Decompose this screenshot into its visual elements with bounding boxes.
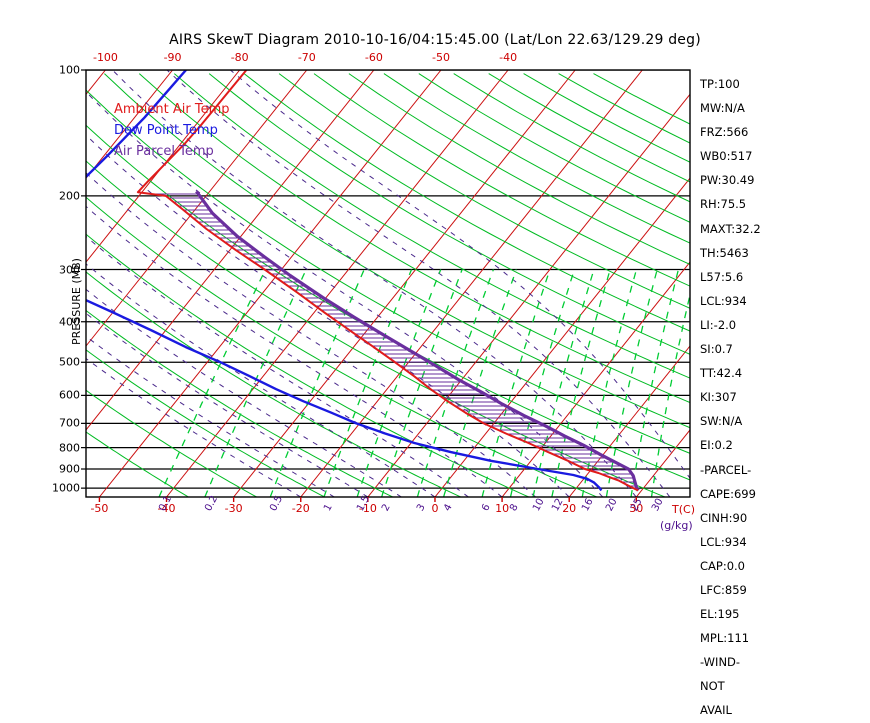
x-axis-label-mixing-ratio: (g/kg) xyxy=(660,519,693,532)
legend-air-parcel-temp: Air Parcel Temp xyxy=(114,144,214,159)
index-item: KI:307 xyxy=(700,390,737,405)
pressure-tick: 200 xyxy=(59,189,80,203)
bottom-temp-tick: -50 xyxy=(90,502,109,515)
pressure-tick: 100 xyxy=(59,63,80,77)
index-item: MAXT:32.2 xyxy=(700,221,761,236)
index-item: LFC:859 xyxy=(700,582,747,597)
bottom-temp-tick: -20 xyxy=(291,502,310,515)
index-item: AVAIL xyxy=(700,703,732,718)
index-item: LCL:934 xyxy=(700,534,747,549)
bottom-temp-tick: -10 xyxy=(358,502,377,515)
index-item: CAPE:699 xyxy=(700,486,756,501)
index-item: LCL:934 xyxy=(700,293,747,308)
x-axis-label-temperature: T(C) xyxy=(672,503,695,516)
pressure-tick: 600 xyxy=(59,388,80,402)
top-temp-tick: -90 xyxy=(163,51,182,64)
index-item: SI:0.7 xyxy=(700,342,733,357)
bottom-temp-tick: 30 xyxy=(629,502,644,515)
top-temp-tick: -70 xyxy=(297,51,316,64)
pressure-tick: 700 xyxy=(59,416,80,430)
legend-dew-point-temp: Dew Point Temp xyxy=(114,123,218,138)
index-item: WB0:517 xyxy=(700,149,753,164)
top-temp-tick: -50 xyxy=(432,51,450,64)
bottom-temp-tick: -40 xyxy=(157,502,176,515)
pressure-tick: 500 xyxy=(59,355,80,369)
top-temp-tick: -40 xyxy=(499,51,518,64)
bottom-temp-tick: 10 xyxy=(495,502,510,515)
page-title: AIRS SkewT Diagram 2010-10-16/04:15:45.0… xyxy=(169,32,701,48)
index-item: LI:-2.0 xyxy=(700,317,737,332)
index-item: RH:75.5 xyxy=(700,197,747,212)
top-temp-tick: -80 xyxy=(230,51,249,64)
legend-ambient-air-temp: Ambient Air Temp xyxy=(114,102,230,117)
index-item: CINH:90 xyxy=(700,510,748,525)
sounding-indices-panel: TP:100 MW:N/A FRZ:566 WB0:517 PW:30.49 RH:75.… xyxy=(700,72,865,723)
index-item: TH:5463 xyxy=(700,245,749,260)
skewt-diagram: AIRS SkewT Diagram 2010-10-16/04:15:45.0… xyxy=(52,32,761,717)
pressure-tick: 800 xyxy=(59,441,80,455)
top-temp-tick: -60 xyxy=(364,51,383,64)
top-temp-tick: -100 xyxy=(92,51,118,64)
index-item: CAP:0.0 xyxy=(700,558,745,573)
index-item: MPL:111 xyxy=(700,631,750,646)
bottom-temp-tick: 20 xyxy=(562,502,577,515)
index-item: TT:42.4 xyxy=(700,366,743,381)
index-item: L57:5.6 xyxy=(700,269,744,284)
pressure-tick: 900 xyxy=(59,462,80,476)
index-item: NOT xyxy=(700,679,725,694)
index-item: -WIND- xyxy=(700,655,741,670)
index-item: TP:100 xyxy=(700,77,740,91)
index-item: EL:195 xyxy=(700,607,740,622)
index-item: SW:N/A xyxy=(700,414,743,429)
bottom-temp-tick: -30 xyxy=(224,502,243,515)
index-item: FRZ:566 xyxy=(700,125,749,140)
bottom-temp-tick: 0 xyxy=(431,502,439,515)
pressure-tick: 1000 xyxy=(52,481,80,495)
pressure-tick: 400 xyxy=(59,315,80,329)
index-item: PW:30.49 xyxy=(700,173,755,188)
plot-canvas xyxy=(81,69,691,502)
index-item: -PARCEL- xyxy=(700,462,752,477)
index-item: MW:N/A xyxy=(700,101,745,116)
index-item: EI:0.2 xyxy=(700,438,733,453)
pressure-tick: 300 xyxy=(59,263,80,276)
